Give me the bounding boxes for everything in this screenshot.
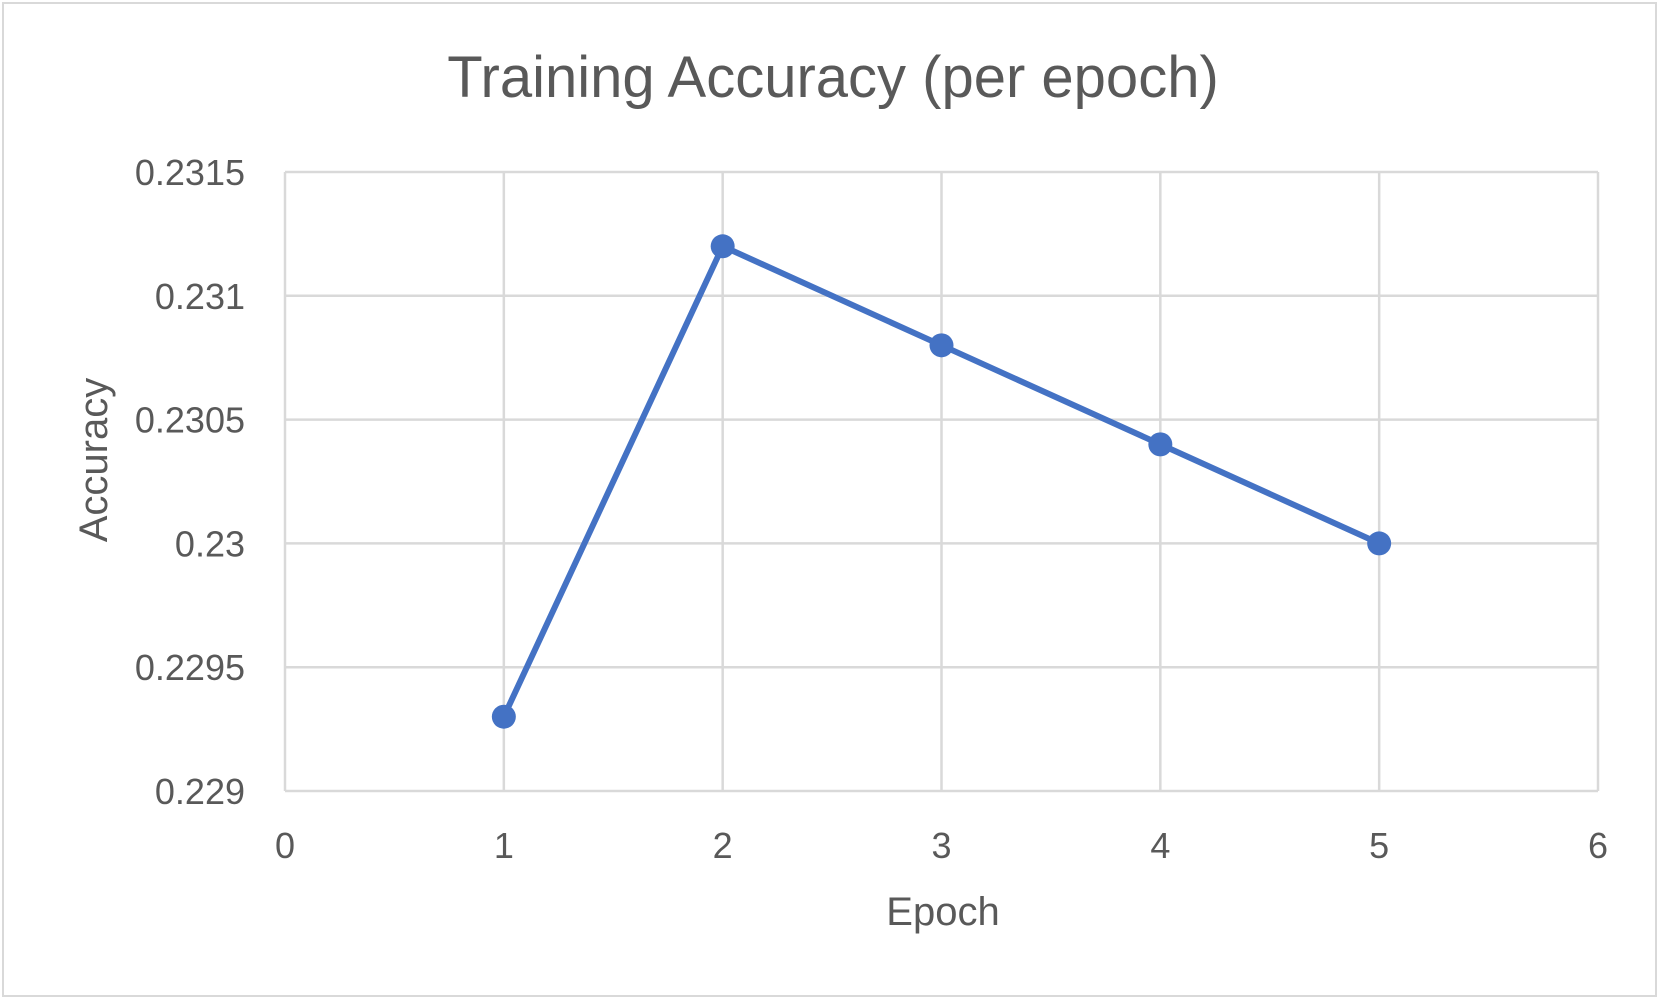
grid [283,170,1600,793]
y-axis-ticks: 0.229 0.2295 0.23 0.2305 0.231 0.2315 [135,152,245,812]
x-tick-label: 1 [494,825,514,866]
data-point-marker [1148,432,1173,457]
data-point-marker [929,333,954,358]
data-point-marker [491,704,516,729]
x-tick-label: 6 [1588,825,1608,866]
x-tick-label: 4 [1150,825,1170,866]
y-tick-label: 0.231 [155,276,245,317]
x-tick-label: 0 [275,825,295,866]
data-point-marker [710,234,735,259]
y-tick-label: 0.2305 [135,400,245,441]
series-group [491,234,1392,729]
x-axis-ticks: 0 1 2 3 4 5 6 [275,825,1608,866]
y-tick-label: 0.23 [175,523,245,564]
x-tick-label: 2 [713,825,733,866]
x-tick-label: 5 [1369,825,1389,866]
data-point-marker [1367,531,1392,556]
y-tick-label: 0.229 [155,771,245,812]
x-tick-label: 3 [931,825,951,866]
y-tick-label: 0.2295 [135,647,245,688]
y-tick-label: 0.2315 [135,152,245,193]
x-axis-title: Epoch [886,890,999,934]
chart-title: Training Accuracy (per epoch) [447,45,1219,110]
y-axis-title: Accuracy [72,378,116,543]
